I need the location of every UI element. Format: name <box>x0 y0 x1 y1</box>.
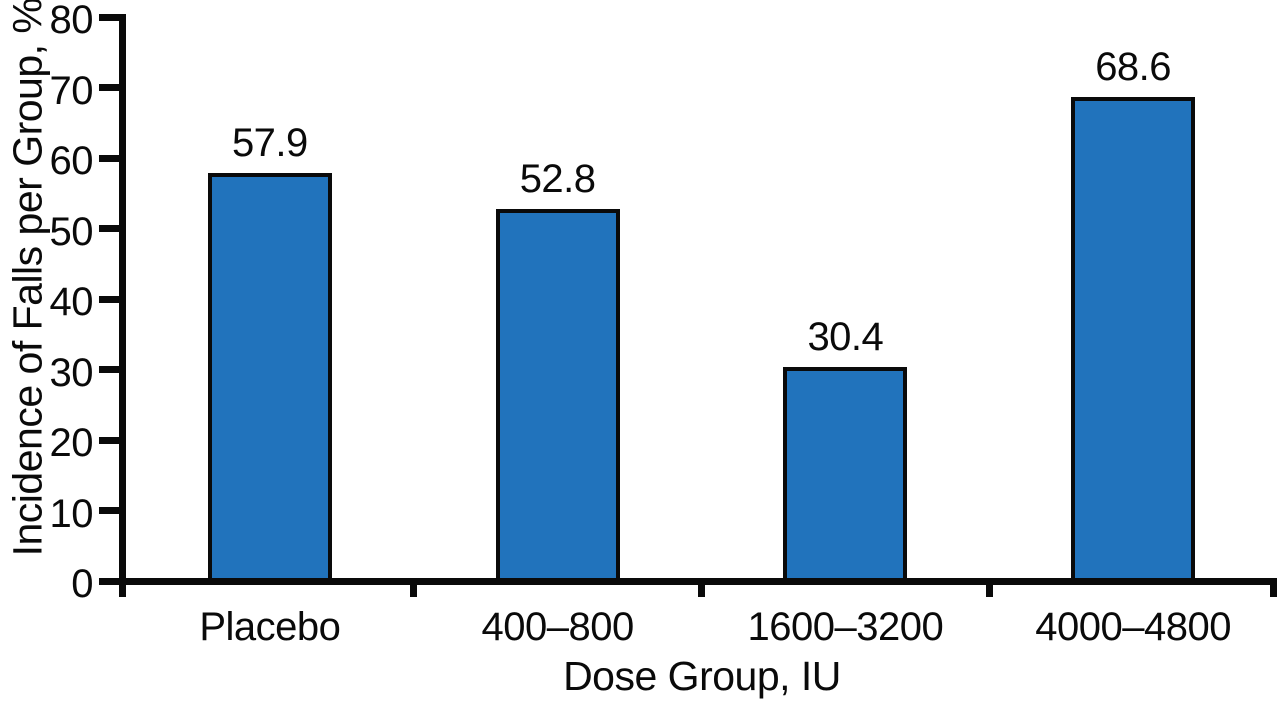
x-tick-label: 1600–3200 <box>747 605 944 649</box>
x-tick <box>1270 581 1277 597</box>
y-tick <box>99 295 126 303</box>
x-tick-label: 4000–4800 <box>1035 605 1231 649</box>
y-tick-label: 50 <box>49 209 94 254</box>
x-tick <box>985 581 993 597</box>
bar-value-label: 68.6 <box>1095 45 1172 90</box>
y-tick-label: 80 <box>49 0 94 42</box>
y-tick-label: 10 <box>49 491 94 536</box>
y-tick <box>99 154 126 162</box>
x-tick <box>410 581 418 597</box>
bar <box>207 172 332 582</box>
y-tick-label: 20 <box>49 421 94 465</box>
bar <box>783 366 908 582</box>
bar-value-label: 52.8 <box>519 156 596 201</box>
x-tick-label: 400–800 <box>481 605 635 649</box>
y-tick <box>99 577 126 585</box>
bar <box>1071 97 1196 582</box>
bar <box>495 208 620 582</box>
y-tick-label: 30 <box>49 350 94 395</box>
y-tick <box>99 366 126 373</box>
x-tick <box>698 581 705 597</box>
bar-value-label: 57.9 <box>231 120 308 165</box>
y-axis-spine <box>119 14 126 597</box>
y-tick-label: 60 <box>49 139 94 183</box>
y-tick <box>99 225 126 232</box>
y-tick <box>99 84 126 91</box>
y-tick-label: 40 <box>49 280 94 324</box>
y-tick <box>99 13 126 21</box>
y-tick-label: 0 <box>71 562 93 606</box>
x-axis-title: Dose Group, IU <box>563 653 841 699</box>
y-tick-label: 70 <box>49 68 94 113</box>
x-tick-label: Placebo <box>199 605 341 649</box>
bar-value-label: 30.4 <box>807 314 884 359</box>
y-tick <box>99 507 126 514</box>
y-tick <box>99 436 126 444</box>
